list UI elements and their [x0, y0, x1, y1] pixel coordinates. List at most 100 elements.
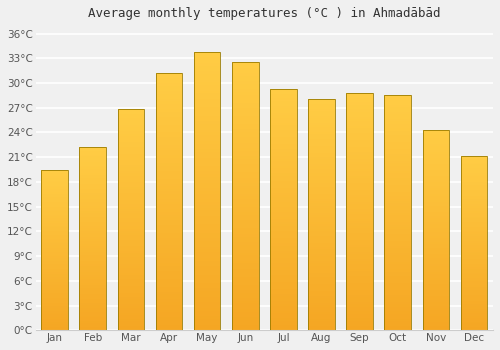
Bar — [270, 241, 296, 243]
Bar — [270, 115, 296, 118]
Bar — [422, 210, 449, 212]
Bar — [384, 281, 411, 283]
Bar — [118, 162, 144, 164]
Bar — [422, 226, 449, 228]
Bar — [460, 187, 487, 189]
Bar — [384, 279, 411, 281]
Bar — [232, 76, 258, 78]
Bar — [308, 106, 335, 109]
Bar — [194, 319, 220, 322]
Bar — [308, 185, 335, 187]
Bar — [384, 147, 411, 149]
Bar — [384, 316, 411, 318]
Bar — [232, 295, 258, 298]
Bar — [422, 182, 449, 184]
Bar — [270, 205, 296, 207]
Bar — [422, 282, 449, 284]
Bar — [232, 108, 258, 111]
Bar — [118, 224, 144, 226]
Bar — [384, 225, 411, 227]
Bar — [156, 251, 182, 253]
Bar — [232, 180, 258, 183]
Bar — [422, 170, 449, 172]
Bar — [42, 176, 68, 177]
Bar — [270, 142, 296, 144]
Bar — [156, 266, 182, 268]
Bar — [308, 99, 335, 330]
Bar — [156, 142, 182, 145]
Bar — [118, 293, 144, 295]
Bar — [460, 299, 487, 301]
Bar — [422, 212, 449, 214]
Bar — [118, 248, 144, 251]
Bar — [80, 226, 106, 228]
Bar — [346, 321, 373, 323]
Bar — [42, 234, 68, 236]
Bar — [270, 195, 296, 197]
Bar — [42, 169, 68, 171]
Bar — [118, 200, 144, 202]
Bar — [156, 148, 182, 150]
Bar — [460, 260, 487, 262]
Bar — [156, 145, 182, 148]
Bar — [42, 303, 68, 304]
Bar — [156, 168, 182, 171]
Bar — [422, 172, 449, 174]
Bar — [118, 229, 144, 231]
Bar — [270, 137, 296, 139]
Bar — [156, 232, 182, 235]
Bar — [422, 250, 449, 252]
Bar — [346, 188, 373, 190]
Bar — [308, 192, 335, 194]
Bar — [194, 68, 220, 71]
Bar — [346, 100, 373, 102]
Bar — [232, 266, 258, 269]
Bar — [80, 222, 106, 224]
Bar — [232, 322, 258, 325]
Bar — [194, 216, 220, 219]
Bar — [118, 136, 144, 138]
Bar — [460, 308, 487, 309]
Bar — [270, 301, 296, 304]
Bar — [156, 89, 182, 91]
Bar — [460, 168, 487, 169]
Bar — [156, 158, 182, 161]
Bar — [80, 193, 106, 195]
Bar — [346, 202, 373, 204]
Bar — [194, 286, 220, 288]
Bar — [384, 265, 411, 267]
Bar — [460, 267, 487, 269]
Bar — [118, 206, 144, 209]
Bar — [118, 171, 144, 174]
Bar — [346, 238, 373, 240]
Bar — [422, 252, 449, 254]
Bar — [270, 89, 296, 330]
Bar — [308, 206, 335, 208]
Bar — [384, 328, 411, 330]
Bar — [232, 164, 258, 167]
Bar — [422, 244, 449, 246]
Bar — [422, 280, 449, 282]
Bar — [80, 244, 106, 246]
Bar — [42, 200, 68, 202]
Bar — [42, 274, 68, 276]
Bar — [384, 321, 411, 323]
Bar — [156, 297, 182, 299]
Bar — [118, 112, 144, 114]
Bar — [232, 306, 258, 309]
Bar — [422, 156, 449, 158]
Bar — [270, 285, 296, 287]
Bar — [346, 223, 373, 226]
Bar — [80, 151, 106, 153]
Bar — [118, 213, 144, 215]
Bar — [346, 278, 373, 280]
Bar — [80, 180, 106, 182]
Bar — [308, 291, 335, 293]
Bar — [232, 105, 258, 108]
Bar — [422, 132, 449, 134]
Bar — [460, 320, 487, 322]
Bar — [80, 162, 106, 164]
Bar — [346, 162, 373, 164]
Bar — [270, 258, 296, 260]
Bar — [42, 224, 68, 226]
